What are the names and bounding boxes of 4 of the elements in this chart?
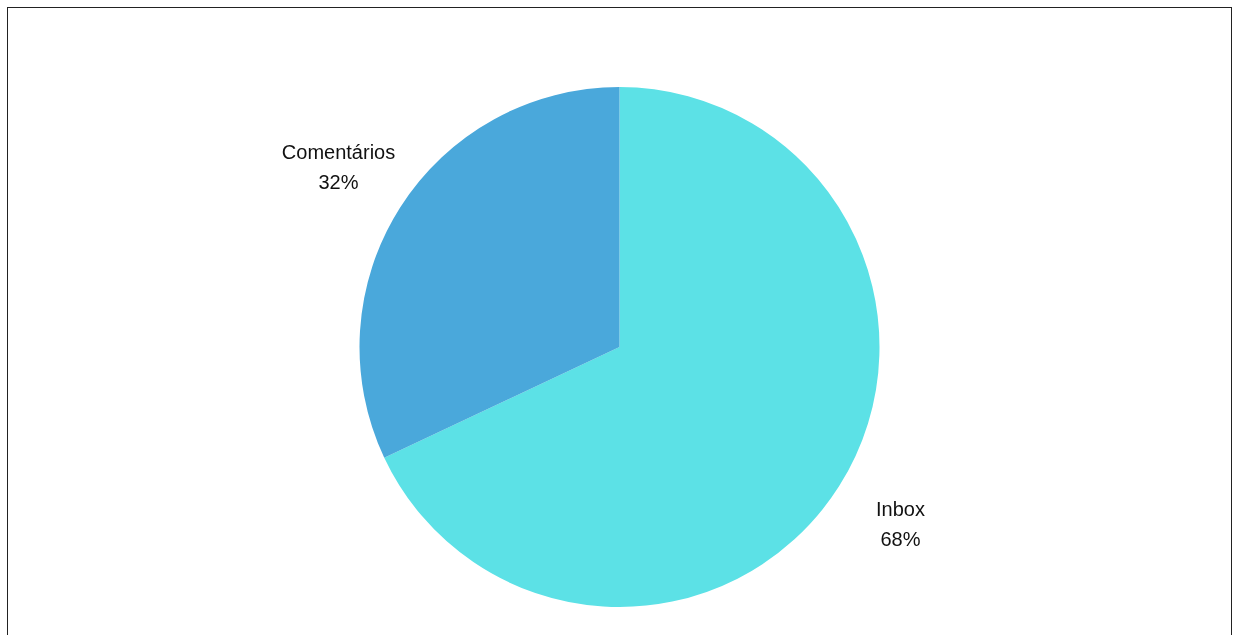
data-label: 68% (880, 527, 921, 550)
slice-label: Comentários (281, 141, 396, 164)
data-label: 32% (318, 171, 359, 194)
slice-label: Inbox (876, 497, 925, 520)
